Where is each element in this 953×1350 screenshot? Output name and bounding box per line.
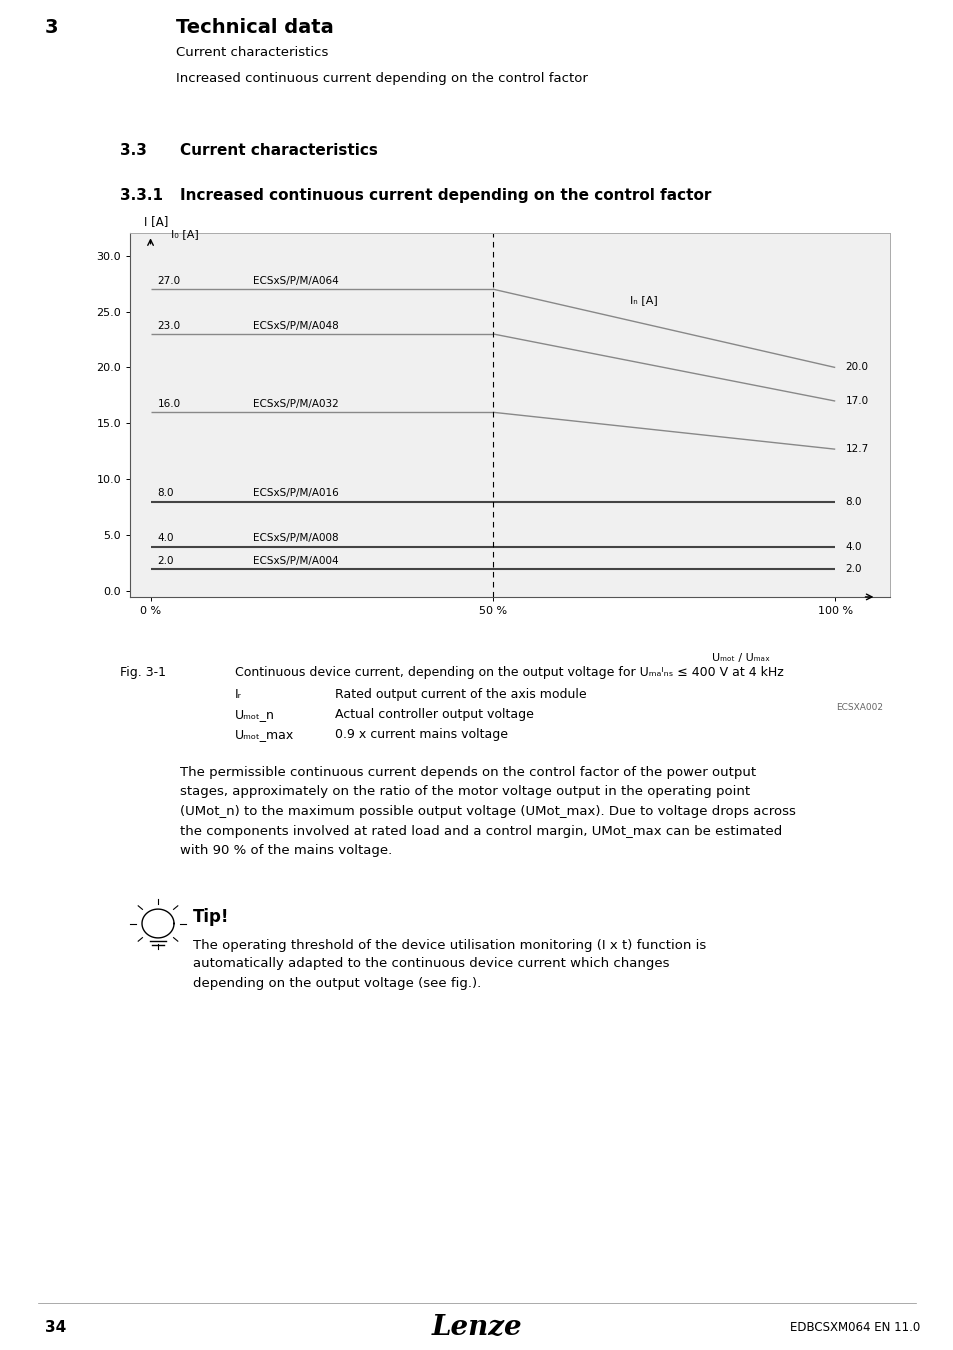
Text: In the lower speed range – the motor does not need the full motor voltage – part: In the lower speed range – the motor doe… [180, 234, 768, 246]
Text: Actual controller output voltage: Actual controller output voltage [335, 707, 534, 721]
Text: 4.0: 4.0 [157, 533, 173, 543]
Text: 8.0: 8.0 [844, 497, 862, 506]
Text: 8.0: 8.0 [157, 489, 173, 498]
Text: Lenze: Lenze [432, 1314, 521, 1341]
Text: The operating threshold of the device utilisation monitoring (I x t) function is: The operating threshold of the device ut… [193, 938, 705, 952]
Text: 16.0: 16.0 [157, 398, 180, 409]
Text: 3.3: 3.3 [120, 143, 147, 158]
Text: 2.0: 2.0 [157, 556, 173, 566]
Text: stages, approximately on the ratio of the motor voltage output in the operating : stages, approximately on the ratio of th… [180, 786, 749, 798]
Text: Continuous device current, depending on the output voltage for Uₘₐᴵₙₛ ≤ 400 V at: Continuous device current, depending on … [234, 666, 783, 679]
Text: Tip!: Tip! [193, 909, 230, 926]
Text: I [A]: I [A] [144, 215, 168, 228]
Text: 20.0: 20.0 [844, 363, 867, 373]
Text: Current characteristics: Current characteristics [176, 46, 329, 59]
Text: ECSXA002: ECSXA002 [835, 703, 882, 713]
Text: Increased continuous current depending on the control factor: Increased continuous current depending o… [180, 188, 711, 202]
Text: automatically adapted to the continuous device current which changes: automatically adapted to the continuous … [193, 957, 669, 971]
Text: Uₘₒₜ_max: Uₘₒₜ_max [234, 728, 294, 741]
Text: with 90 % of the mains voltage.: with 90 % of the mains voltage. [180, 844, 392, 857]
Text: 3.3.1: 3.3.1 [120, 188, 163, 202]
Text: 12.7: 12.7 [844, 444, 868, 454]
Text: (UMot_n) to the maximum possible output voltage (UMot_max). Due to voltage drops: (UMot_n) to the maximum possible output … [180, 805, 795, 818]
Text: Uₘₒₜ_n: Uₘₒₜ_n [234, 707, 274, 721]
Text: 27.0: 27.0 [157, 275, 180, 286]
Text: current (cp. continuous current I₀,eff□  32).: current (cp. continuous current I₀,eff□ … [180, 271, 470, 284]
Text: ECSxS/P/M/A008: ECSxS/P/M/A008 [253, 533, 338, 543]
Text: the more powerful ECS axis modules can be permanently operated with increased ou: the more powerful ECS axis modules can b… [180, 252, 778, 265]
Text: 0.9 x current mains voltage: 0.9 x current mains voltage [335, 728, 507, 741]
Text: Iₙ [A]: Iₙ [A] [629, 294, 657, 305]
Text: 34: 34 [45, 1320, 66, 1335]
Text: Current characteristics: Current characteristics [180, 143, 377, 158]
Text: I₀ [A]: I₀ [A] [171, 228, 198, 239]
Text: 4.0: 4.0 [844, 541, 862, 552]
Text: 3: 3 [45, 18, 58, 36]
Text: 2.0: 2.0 [844, 564, 862, 574]
Text: Rated output current of the axis module: Rated output current of the axis module [335, 688, 586, 701]
Text: 23.0: 23.0 [157, 320, 180, 331]
Text: 17.0: 17.0 [844, 396, 868, 406]
Text: ECSxS/P/M/A016: ECSxS/P/M/A016 [253, 489, 338, 498]
Text: ECSxS/P/M/A064: ECSxS/P/M/A064 [253, 275, 338, 286]
Text: ECSxS/P/M/A048: ECSxS/P/M/A048 [253, 320, 338, 331]
Text: ECSxS/P/M/A004: ECSxS/P/M/A004 [253, 556, 338, 566]
Text: depending on the output voltage (see fig.).: depending on the output voltage (see fig… [193, 976, 480, 990]
Text: the components involved at rated load and a control margin, UMot_max can be esti: the components involved at rated load an… [180, 825, 781, 837]
Text: ECSxS/P/M/A032: ECSxS/P/M/A032 [253, 398, 338, 409]
Text: Iᵣ: Iᵣ [234, 688, 242, 701]
Text: Uₘₒₜ / Uₘₐₓ: Uₘₒₜ / Uₘₐₓ [711, 653, 769, 663]
Text: The permissible continuous current depends on the control factor of the power ou: The permissible continuous current depen… [180, 765, 756, 779]
Text: Technical data: Technical data [176, 18, 334, 36]
Text: Increased continuous current depending on the control factor: Increased continuous current depending o… [176, 72, 588, 85]
Text: EDBCSXM064 EN 11.0: EDBCSXM064 EN 11.0 [789, 1322, 920, 1334]
Text: Fig. 3-1: Fig. 3-1 [120, 666, 166, 679]
